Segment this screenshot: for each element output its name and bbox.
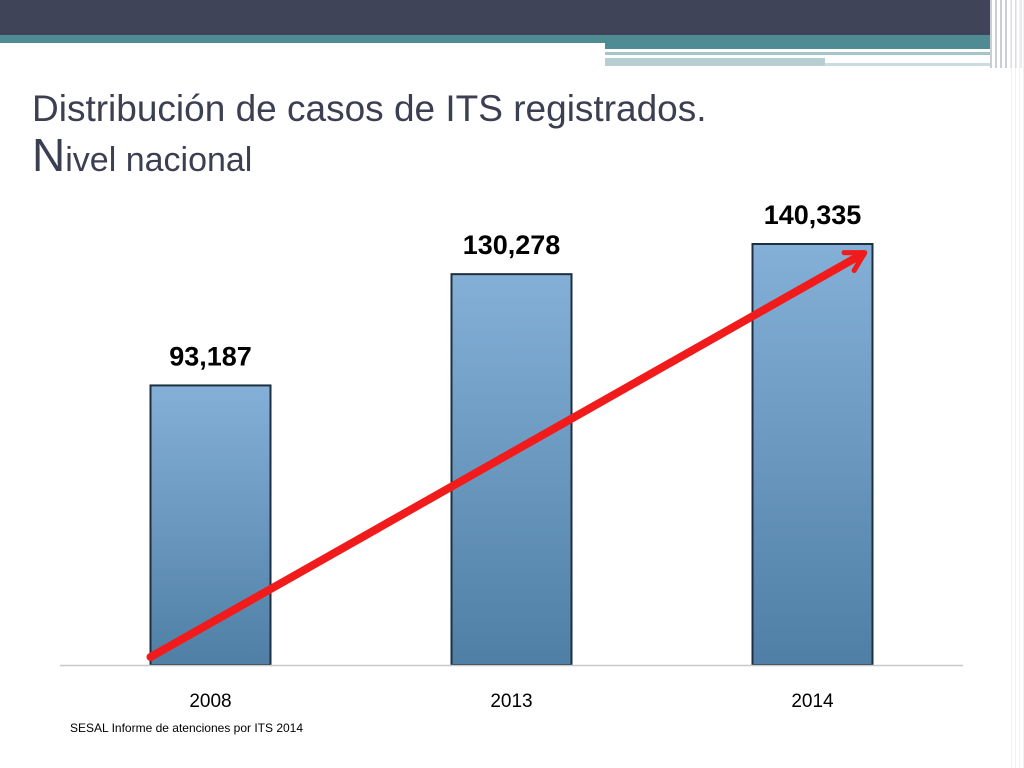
slide-title: Distribución de casos de ITS registrados… xyxy=(32,86,992,183)
header-accent-line xyxy=(605,52,1005,55)
data-labels: 93,187 130,278 140,335 xyxy=(169,200,861,371)
header-white-strip xyxy=(0,43,605,49)
header-accent-line xyxy=(825,63,1005,66)
trend-arrow xyxy=(146,249,868,661)
slide-title-rest: ivel nacional xyxy=(65,141,253,179)
data-label-2013: 130,278 xyxy=(463,230,561,260)
page-edge-stripes xyxy=(1008,0,1024,768)
data-label-2008: 93,187 xyxy=(169,341,252,371)
x-tick-label-2013: 2013 xyxy=(490,691,532,712)
header-dark-band xyxy=(0,0,1024,35)
slide-title-line2: Nivel nacional xyxy=(32,132,992,183)
bar-2013 xyxy=(450,273,573,666)
source-note: SESAL Informe de atenciones por ITS 2014 xyxy=(70,721,304,735)
x-tick-labels: 2008 2013 2014 xyxy=(189,691,834,712)
bar-2008 xyxy=(149,384,272,666)
bar-series xyxy=(149,242,874,666)
x-tick-label-2014: 2014 xyxy=(791,691,834,712)
header-accent-line xyxy=(605,58,825,66)
bar-2014 xyxy=(751,242,874,666)
data-label-2014: 140,335 xyxy=(764,200,862,230)
slide-title-line1: Distribución de casos de ITS registrados… xyxy=(32,88,707,129)
slide-title-initial: N xyxy=(32,129,66,181)
x-tick-label-2008: 2008 xyxy=(189,691,231,712)
